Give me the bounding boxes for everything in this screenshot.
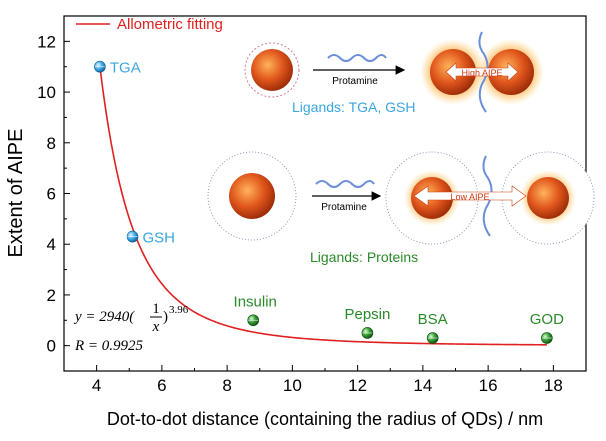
point-label-bsa: BSA (418, 311, 448, 328)
point-labels: TGA GSH Insulin Pepsin BSA GOD (110, 60, 564, 328)
data-points (94, 60, 553, 344)
arrow-top-label: Protamine (332, 76, 378, 87)
point-label-gsh: GSH (143, 230, 176, 247)
arrow-bottom-label: Protamine (321, 202, 367, 213)
equation-frac-num: 1 (152, 301, 160, 317)
qd-single-top (244, 42, 300, 98)
x-tick-label: 10 (283, 376, 302, 395)
y-tick-labels: 0 2 4 6 8 10 12 (37, 32, 56, 355)
y-tick-label: 12 (37, 32, 56, 51)
y-tick-label: 4 (47, 235, 56, 254)
y-tick-label: 8 (47, 134, 56, 153)
y-tick-label: 10 (37, 83, 56, 102)
inset-top: Protamine High AIPE Ligands: TGA, GSH (244, 31, 544, 115)
high-aipe-badge: High AIPE (445, 62, 519, 82)
y-tick-label: 6 (47, 185, 56, 204)
x-tick-label: 6 (157, 376, 166, 395)
point-label-insulin: Insulin (234, 293, 277, 310)
svg-text:Low AIPE: Low AIPE (450, 192, 489, 202)
axis-ticks (63, 15, 587, 372)
equation-exp: 3.96 (169, 304, 189, 316)
protamine-strand-bottom (315, 180, 375, 188)
low-aipe-badge: Low AIPE (413, 185, 527, 207)
x-axis-title: Dot-to-dot distance (containing the radi… (107, 409, 543, 429)
x-tick-labels: 4 6 8 10 12 14 16 18 (92, 376, 563, 395)
x-tick-label: 14 (413, 376, 432, 395)
x-tick-label: 12 (348, 376, 367, 395)
qd-single-bottom (207, 151, 297, 241)
equation-frac-den: x (152, 319, 160, 335)
x-tick-label: 4 (92, 376, 101, 395)
legend: Allometric fitting (76, 16, 223, 33)
x-tick-label: 8 (222, 376, 231, 395)
y-axis-title: Extent of AIPE (5, 129, 27, 258)
point-label-tga: TGA (110, 60, 141, 77)
fit-equation: y = 2940( 1 x ) 3.96 R = 0.9925 (73, 301, 189, 354)
equation-y: y = 2940( (73, 309, 135, 325)
point-label-pepsin: Pepsin (344, 306, 390, 323)
legend-label: Allometric fitting (117, 16, 223, 33)
svg-text:High AIPE: High AIPE (461, 68, 502, 78)
x-tick-label: 18 (544, 376, 563, 395)
ligands-bottom-label: Ligands: Proteins (310, 249, 418, 265)
x-tick-label: 16 (479, 376, 498, 395)
point-label-god: GOD (530, 311, 564, 328)
equation-tail: ) (163, 309, 168, 325)
fit-curve (99, 66, 547, 346)
y-tick-label: 0 (47, 337, 56, 356)
ligands-top-label: Ligands: TGA, GSH (292, 99, 415, 115)
y-tick-label: 2 (47, 286, 56, 305)
protamine-strand-top (327, 54, 387, 62)
equation-r: R = 0.9925 (74, 338, 144, 354)
inset-bottom: Protamine Low AIPE Ligands: Proteins (207, 151, 595, 265)
